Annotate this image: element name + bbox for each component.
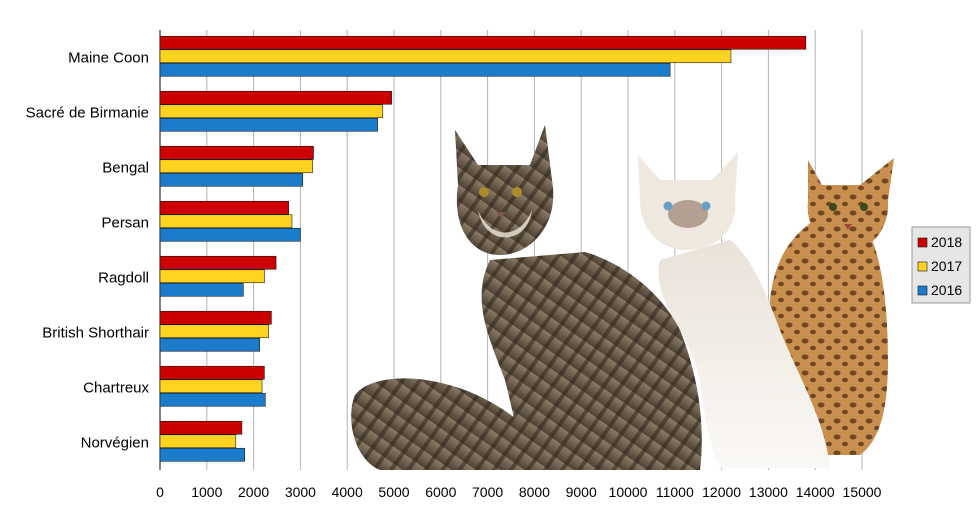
legend-label-2016: 2016	[931, 282, 962, 298]
x-tick-label-6000: 6000	[425, 484, 456, 500]
y-category-label-norvegien: Norvégien	[81, 435, 149, 452]
x-tick-label-12000: 12000	[702, 484, 741, 500]
bar-sacre-de-birmanie-2017	[159, 104, 384, 119]
y-axis: Maine Coon Sacré de Birmanie Bengal Persan R…	[26, 50, 150, 452]
bar-chartreux-2018	[159, 365, 265, 380]
x-tick-label-7000: 7000	[472, 484, 503, 500]
bar-bengal-2018	[159, 145, 314, 160]
x-tick-label-11000: 11000	[656, 484, 694, 500]
bar-bengal-2017	[159, 159, 313, 174]
x-tick-label-0: 0	[156, 484, 164, 500]
y-category-label-bengal: Bengal	[102, 160, 149, 177]
bar-bengal-2016	[159, 172, 304, 187]
birman-cat-image	[638, 152, 830, 468]
y-category-label-sacre-de-birmanie: Sacré de Birmanie	[26, 105, 149, 122]
bar-sacre-de-birmanie-2016	[159, 117, 378, 132]
bar-maine-coon-2017	[159, 49, 732, 64]
legend-label-2017: 2017	[931, 258, 962, 274]
bar-british-shorthair-2017	[159, 324, 269, 339]
bars	[159, 35, 807, 462]
x-tick-label-9000: 9000	[566, 484, 597, 500]
bar-ragdoll-2016	[159, 282, 244, 297]
x-tick-label-5000: 5000	[378, 484, 409, 500]
bar-british-shorthair-2016	[159, 337, 260, 352]
y-category-label-ragdoll: Ragdoll	[98, 270, 149, 287]
y-category-label-maine-coon: Maine Coon	[68, 50, 149, 67]
bar-persan-2018	[159, 200, 289, 215]
bar-persan-2016	[159, 227, 301, 242]
bar-ragdoll-2017	[159, 269, 265, 284]
x-tick-label-13000: 13000	[749, 484, 788, 500]
y-category-label-chartreux: Chartreux	[83, 380, 149, 397]
x-tick-label-3000: 3000	[285, 484, 316, 500]
legend-swatch-2017	[917, 261, 928, 272]
y-category-label-british-shorthair: British Shorthair	[42, 325, 149, 342]
bar-chartreux-2016	[159, 392, 266, 407]
x-tick-label-8000: 8000	[519, 484, 550, 500]
x-tick-label-1000: 1000	[191, 484, 222, 500]
bar-chartreux-2017	[159, 379, 263, 394]
x-tick-label-14000: 14000	[796, 484, 835, 500]
bar-maine-coon-2016	[159, 62, 671, 77]
legend-swatch-2018	[917, 237, 928, 248]
maine-coon-cat-image	[351, 125, 702, 470]
x-axis: 0 1000 2000 3000 4000 5000 6000 7000 8000 9000 100…	[156, 484, 882, 500]
bar-british-shorthair-2018	[159, 310, 272, 325]
x-tick-label-10000: 10000	[609, 484, 648, 500]
x-tick-label-4000: 4000	[332, 484, 363, 500]
bar-sacre-de-birmanie-2018	[159, 90, 392, 105]
y-category-label-persan: Persan	[101, 215, 149, 232]
bar-norvegien-2018	[159, 420, 243, 435]
bar-ragdoll-2018	[159, 255, 277, 270]
bar-persan-2017	[159, 214, 293, 229]
cats-photo	[351, 125, 894, 470]
bar-maine-coon-2018	[159, 35, 807, 50]
x-tick-label-15000: 15000	[843, 484, 882, 500]
x-tick-label-2000: 2000	[238, 484, 269, 500]
legend-label-2018: 2018	[931, 234, 962, 250]
legend-swatch-2016	[917, 285, 928, 296]
legend: 2018 2017 2016	[911, 226, 971, 304]
bar-norvegien-2017	[159, 434, 237, 449]
bar-norvegien-2016	[159, 447, 246, 462]
